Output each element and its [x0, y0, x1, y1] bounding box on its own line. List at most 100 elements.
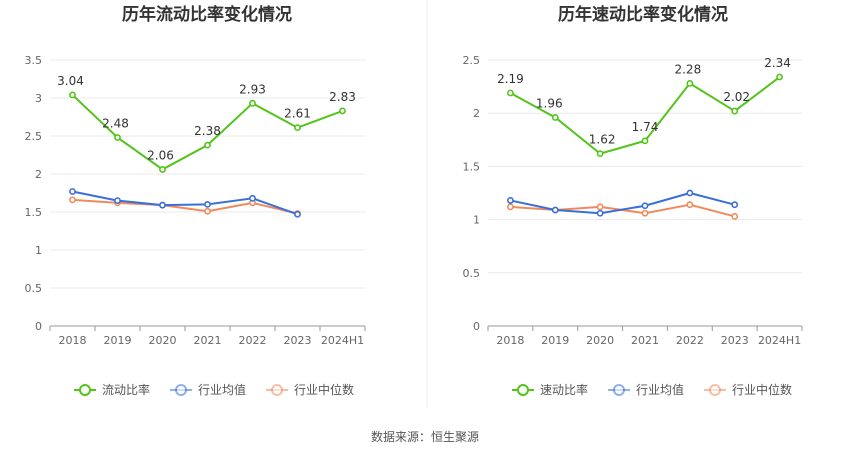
y-tick-label: 3: [35, 92, 42, 105]
data-point: [507, 203, 514, 211]
x-tick-label: 2020: [149, 334, 177, 347]
data-point: [731, 107, 739, 115]
data-point: [641, 209, 649, 217]
data-point: [596, 203, 604, 211]
series-line: [510, 192, 735, 215]
y-tick-label: 0.5: [463, 267, 481, 280]
data-point: [294, 124, 301, 132]
data-point: [641, 202, 649, 210]
quick-ratio-chart: 历年速动比率变化情况 0 0.5 1 1.5 2 2.5 2018 2019 2020 2021 20…: [463, 4, 803, 397]
legend-swatch-marker: [613, 384, 625, 396]
x-tick-label: 2018: [59, 334, 87, 347]
data-label: 2.28: [674, 62, 701, 76]
data-point: [339, 107, 346, 115]
data-label: 2.93: [239, 82, 266, 96]
data-label: 1.62: [589, 133, 616, 147]
x-tick-label: 2019: [541, 334, 569, 347]
data-label: 2.61: [284, 107, 311, 121]
series-0: 2.19 1.96 1.62 1.74 2.28 2.02 2.34: [497, 56, 791, 158]
legend-item-2: 行业中位数: [704, 382, 792, 397]
x-tick-label: 2023: [284, 334, 312, 347]
data-point: [686, 189, 694, 197]
x-tick-label: 2022: [676, 334, 704, 347]
series-line: [72, 190, 298, 216]
legend-swatch-marker: [175, 384, 187, 396]
data-point: [776, 73, 783, 81]
data-point: [596, 209, 604, 217]
data-point: [69, 91, 76, 99]
y-tick-label: 1: [473, 214, 480, 227]
y-tick-label: 1.5: [25, 206, 43, 219]
legend-item-2: 行业中位数: [266, 382, 354, 397]
legend-item-1: 行业均值: [170, 382, 246, 397]
x-tick-label: 2020: [586, 334, 614, 347]
x-tick-label: 2021: [631, 334, 659, 347]
data-point: [114, 134, 121, 141]
legend-label: 行业中位数: [294, 382, 354, 397]
legend-swatch-marker: [517, 384, 529, 396]
data-label: 2.19: [497, 72, 524, 86]
series-1: [507, 189, 739, 217]
data-point: [551, 114, 559, 121]
data-point: [159, 201, 166, 209]
data-label: 1.74: [632, 120, 659, 134]
x-tick-label: 2018: [496, 334, 524, 347]
series-1: [69, 188, 301, 218]
y-tick-label: 0: [473, 320, 480, 333]
data-point: [686, 80, 694, 87]
y-tick-label: 3.5: [25, 54, 43, 67]
data-label: 2.38: [194, 124, 221, 138]
data-point: [731, 201, 739, 209]
y-tick-label: 0: [35, 320, 42, 333]
y-tick-label: 2: [35, 168, 42, 181]
data-point: [249, 194, 256, 202]
current-ratio-chart: 历年流动比率变化情况 0 0.5 1 1.5 2 2.5 3 3.5 2018 2019 2020 20…: [25, 4, 366, 397]
data-point: [69, 188, 76, 195]
legend: 流动比率 行业均值 行业中位数: [74, 382, 354, 397]
y-tick-label: 1: [35, 244, 42, 257]
series-line: [510, 203, 735, 218]
data-point: [204, 207, 211, 215]
data-label: 2.48: [102, 117, 129, 131]
legend-swatch-marker: [271, 384, 283, 396]
data-label: 2.06: [147, 148, 174, 162]
legend-label: 行业中位数: [732, 382, 792, 397]
x-tick-label: 2022: [239, 334, 267, 347]
x-tick-label: 2023: [721, 334, 749, 347]
x-tick-label: 2024H1: [758, 334, 801, 347]
y-tick-label: 0.5: [25, 282, 43, 295]
series-2: [507, 201, 739, 220]
legend-item-1: 行业均值: [608, 382, 684, 397]
data-label: 3.04: [57, 74, 84, 88]
data-point: [204, 200, 211, 208]
y-tick-label: 2.5: [463, 54, 481, 67]
data-point: [294, 210, 301, 218]
data-point: [249, 99, 256, 107]
legend-item-0: 速动比率: [512, 382, 588, 397]
x-tick-label: 2024H1: [321, 334, 364, 347]
legend-item-0: 流动比率: [74, 382, 150, 397]
legend-swatch-marker: [709, 384, 721, 396]
data-label: 2.83: [329, 90, 356, 104]
chart-title: 历年速动比率变化情况: [558, 4, 728, 25]
legend: 速动比率 行业均值 行业中位数: [512, 382, 792, 397]
data-point: [641, 137, 649, 145]
y-tick-label: 2.5: [25, 130, 43, 143]
data-point: [731, 213, 739, 220]
x-tick-label: 2021: [194, 334, 222, 347]
series-0: 3.04 2.48 2.06 2.38 2.93 2.61 2.83: [57, 74, 356, 173]
data-label: 2.34: [764, 56, 791, 70]
data-point: [596, 150, 604, 158]
x-tick-label: 2019: [104, 334, 132, 347]
legend-label: 行业均值: [636, 382, 684, 397]
series-line: [72, 198, 298, 215]
legend-label: 行业均值: [198, 382, 246, 397]
data-label: 2.02: [723, 90, 750, 104]
data-label: 1.96: [536, 96, 563, 110]
y-tick-label: 1.5: [463, 160, 481, 173]
data-point: [159, 166, 166, 173]
data-point: [507, 89, 514, 97]
data-point: [204, 141, 211, 149]
data-point: [114, 197, 121, 204]
